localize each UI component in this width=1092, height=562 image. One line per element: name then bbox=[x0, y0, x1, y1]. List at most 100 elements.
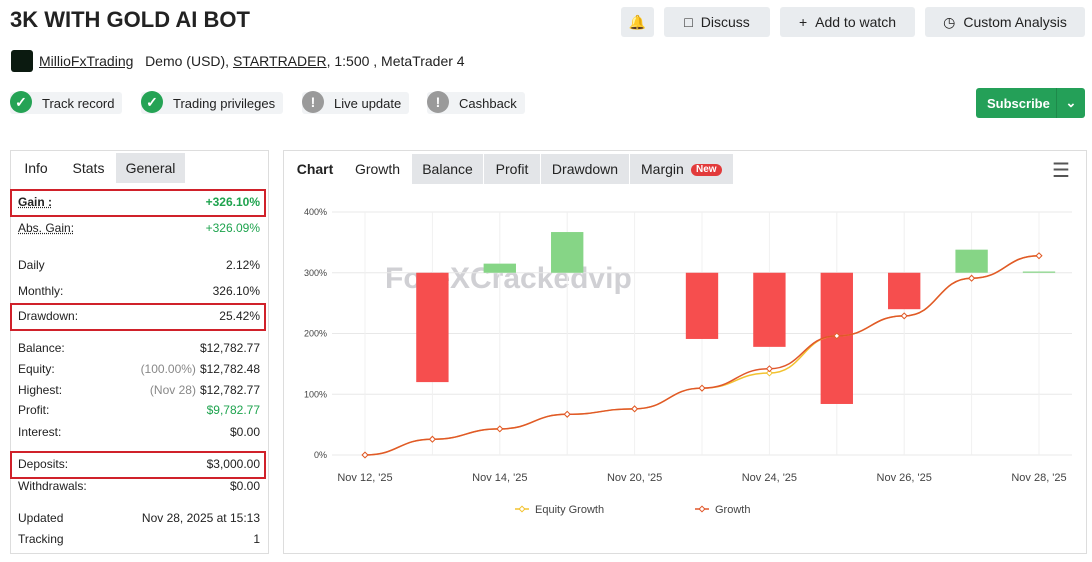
stat-value: 25.42% bbox=[219, 309, 260, 323]
legend-label: Growth bbox=[715, 504, 750, 516]
badge-icon: ! bbox=[302, 91, 324, 113]
stat-label: Equity: bbox=[18, 362, 55, 376]
stat-value: $9,782.77 bbox=[206, 403, 260, 417]
watch-button[interactable]: + Add to watch bbox=[780, 7, 915, 37]
point bbox=[361, 451, 369, 459]
analysis-button[interactable]: ◷ Custom Analysis bbox=[925, 7, 1085, 37]
stat-value: Nov 28, 2025 at 15:13 bbox=[141, 511, 260, 525]
bell-button[interactable]: 🔔 bbox=[621, 7, 654, 37]
badge-label: Cashback bbox=[459, 95, 517, 111]
info-tab[interactable]: Info bbox=[11, 153, 61, 183]
stat-right: (100.00%) $12,782.48 bbox=[141, 362, 260, 376]
new-badge: New bbox=[691, 164, 722, 176]
y-tick-label: 100% bbox=[304, 389, 327, 399]
subscribe-button[interactable]: Subscribe ⌄ bbox=[976, 88, 1085, 118]
account-name[interactable]: MillioFxTrading bbox=[39, 53, 134, 69]
stat-right: $3,000.00 bbox=[207, 457, 260, 471]
legend-marker bbox=[518, 505, 526, 513]
legend-marker bbox=[698, 505, 706, 513]
stat-value: +326.10% bbox=[205, 195, 260, 209]
stat-right: 326.10% bbox=[213, 284, 260, 298]
stat-row: Deposits: $3,000.00 bbox=[18, 457, 260, 471]
y-tick-label: 200% bbox=[304, 329, 327, 339]
stat-row: Tracking 1 bbox=[18, 532, 260, 546]
info-tab[interactable]: Stats bbox=[61, 153, 116, 183]
stat-label: Updated bbox=[18, 511, 64, 525]
stat-value: $12,782.48 bbox=[199, 362, 260, 376]
point bbox=[968, 274, 976, 282]
stat-label: Highest: bbox=[18, 383, 63, 397]
stat-right: +326.10% bbox=[206, 195, 260, 209]
stat-right: +326.09% bbox=[206, 221, 260, 235]
bar bbox=[753, 272, 786, 347]
stat-row: Profit: $9,782.77 bbox=[18, 403, 260, 417]
stat-row: Monthly: 326.10% bbox=[18, 284, 260, 298]
stat-right: $12,782.77 bbox=[200, 341, 260, 355]
stat-label: Profit: bbox=[18, 403, 50, 417]
badge-icon: ! bbox=[427, 91, 449, 113]
info-tab[interactable]: General bbox=[116, 153, 185, 183]
point bbox=[833, 332, 841, 340]
stat-row: Highest: (Nov 28) $12,782.77 bbox=[18, 383, 260, 397]
chart-tab[interactable]: Drawdown bbox=[541, 154, 629, 184]
title: 3K WITH GOLD AI BOT bbox=[10, 7, 250, 32]
y-tick-label: 400% bbox=[304, 207, 327, 217]
x-tick-label: Nov 12, '25 bbox=[337, 472, 392, 484]
point bbox=[428, 435, 436, 443]
stat-value: +326.09% bbox=[205, 221, 260, 235]
badge-label: Live update bbox=[334, 95, 402, 111]
x-tick-label: Nov 26, '25 bbox=[877, 472, 932, 484]
stat-right: Nov 28, 2025 at 15:13 bbox=[142, 511, 260, 525]
bar bbox=[483, 263, 516, 273]
stat-value: $0.00 bbox=[229, 425, 260, 439]
badge-icon: ✓ bbox=[10, 91, 32, 113]
stat-value: 2.12% bbox=[225, 258, 260, 272]
broker[interactable]: STARTRADER bbox=[232, 53, 327, 69]
info-panel bbox=[10, 150, 269, 554]
stat-right: 2.12% bbox=[226, 258, 260, 272]
discuss-button[interactable]: □ Discuss bbox=[664, 7, 770, 37]
stat-label: Balance: bbox=[18, 341, 65, 355]
bar bbox=[955, 249, 988, 273]
label: Discuss bbox=[700, 14, 750, 30]
stat-row: Drawdown: 25.42% bbox=[18, 309, 260, 323]
line bbox=[364, 254, 1040, 456]
stat-right: $0.00 bbox=[230, 425, 260, 439]
badge-icon: ✓ bbox=[141, 91, 163, 113]
stat-right: 1 bbox=[253, 532, 260, 546]
legend-label: Equity Growth bbox=[535, 504, 604, 516]
x-tick-label: Nov 14, '25 bbox=[472, 472, 527, 484]
stat-note: (Nov 28) bbox=[149, 383, 196, 397]
point bbox=[765, 369, 773, 377]
badge-label: Track record bbox=[42, 95, 115, 111]
x-tick-label: Nov 24, '25 bbox=[742, 472, 797, 484]
stat-label: Tracking bbox=[18, 532, 64, 546]
point bbox=[631, 405, 639, 413]
stat-value: $0.00 bbox=[229, 479, 260, 493]
x-tick-label: Nov 28, '25 bbox=[1011, 472, 1066, 484]
chart-tab[interactable]: Balance bbox=[412, 154, 483, 184]
stat-row: Interest: $0.00 bbox=[18, 425, 260, 439]
point bbox=[900, 312, 908, 320]
stat-right: $9,782.77 bbox=[207, 403, 260, 417]
chart-tab[interactable]: Profit bbox=[484, 154, 540, 184]
stat-value: $3,000.00 bbox=[206, 457, 260, 471]
point bbox=[563, 410, 571, 418]
y-tick-label: 300% bbox=[304, 268, 327, 278]
stat-value: $12,782.77 bbox=[199, 341, 260, 355]
stat-value: $12,782.77 bbox=[199, 383, 260, 397]
point bbox=[496, 425, 504, 433]
settings-icon[interactable]: ☰ bbox=[1052, 160, 1070, 182]
stat-row: Equity: (100.00%) $12,782.48 bbox=[18, 362, 260, 376]
chart-tab[interactable]: Chart bbox=[287, 154, 343, 184]
badge: ✓ Trading privileges bbox=[141, 91, 284, 114]
stat-row: Gain : +326.10% bbox=[18, 195, 260, 209]
badge-label: Trading privileges bbox=[173, 95, 276, 111]
chart-tab[interactable]: Growth bbox=[344, 154, 411, 184]
stat-right: $0.00 bbox=[230, 479, 260, 493]
stat-row: Updated Nov 28, 2025 at 15:13 bbox=[18, 511, 260, 525]
label: Subscribe bbox=[987, 95, 1050, 111]
stat-label: Abs. Gain: bbox=[18, 221, 75, 235]
